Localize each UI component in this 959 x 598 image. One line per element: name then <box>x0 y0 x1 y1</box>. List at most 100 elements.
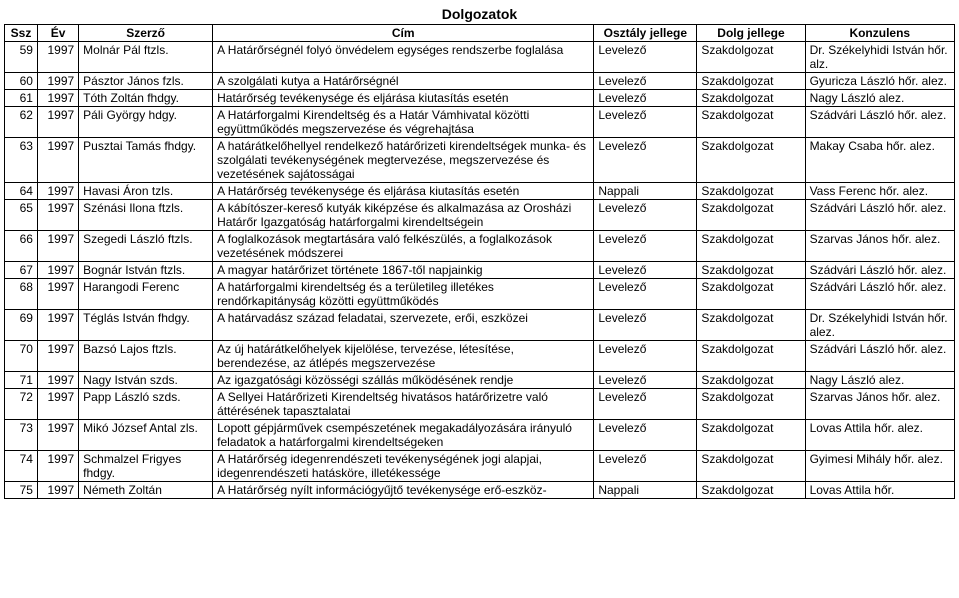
cell-cim: A Határőrség idegenrendészeti tevékenysé… <box>213 451 594 482</box>
dolgozatok-table: Ssz Év Szerző Cím Osztály jellege Dolg j… <box>4 24 955 499</box>
table-row: 731997Mikó József Antal zls.Lopott gépjá… <box>5 420 955 451</box>
page-title: Dolgozatok <box>4 4 955 24</box>
cell-ev: 1997 <box>37 341 78 372</box>
cell-konzulens: Dr. Székelyhidi István hőr. alz. <box>805 42 954 73</box>
cell-dolg-jellege: Szakdolgozat <box>697 231 805 262</box>
cell-konzulens: Szádvári László hőr. alez. <box>805 107 954 138</box>
cell-ssz: 64 <box>5 183 38 200</box>
cell-szerzo: Harangodi Ferenc <box>79 279 213 310</box>
cell-dolg-jellege: Szakdolgozat <box>697 183 805 200</box>
cell-cim: A Sellyei Határőrizeti Kirendeltség hiva… <box>213 389 594 420</box>
cell-ev: 1997 <box>37 451 78 482</box>
cell-ssz: 73 <box>5 420 38 451</box>
table-row: 691997Téglás István fhdgy.A határvadász … <box>5 310 955 341</box>
cell-ev: 1997 <box>37 107 78 138</box>
cell-ssz: 71 <box>5 372 38 389</box>
cell-konzulens: Gyimesi Mihály hőr. alez. <box>805 451 954 482</box>
cell-cim: A Határőrség tevékenysége és eljárása ki… <box>213 183 594 200</box>
cell-szerzo: Molnár Pál ftzls. <box>79 42 213 73</box>
cell-ev: 1997 <box>37 183 78 200</box>
table-row: 661997Szegedi László ftzls.A foglalkozás… <box>5 231 955 262</box>
cell-osztaly-jellege: Levelező <box>594 420 697 451</box>
cell-ev: 1997 <box>37 231 78 262</box>
cell-konzulens: Nagy László alez. <box>805 90 954 107</box>
cell-osztaly-jellege: Levelező <box>594 200 697 231</box>
cell-osztaly-jellege: Nappali <box>594 482 697 499</box>
table-row: 711997Nagy István szds.Az igazgatósági k… <box>5 372 955 389</box>
cell-ssz: 69 <box>5 310 38 341</box>
table-row: 671997Bognár István ftzls.A magyar határ… <box>5 262 955 279</box>
cell-konzulens: Vass Ferenc hőr. alez. <box>805 183 954 200</box>
cell-ev: 1997 <box>37 372 78 389</box>
cell-cim: A magyar határőrizet története 1867-től … <box>213 262 594 279</box>
cell-ssz: 74 <box>5 451 38 482</box>
cell-cim: Az igazgatósági közösségi szállás működé… <box>213 372 594 389</box>
col-konzulens: Konzulens <box>805 25 954 42</box>
cell-konzulens: Makay Csaba hőr. alez. <box>805 138 954 183</box>
cell-konzulens: Szarvas János hőr. alez. <box>805 389 954 420</box>
col-osztaly-jellege: Osztály jellege <box>594 25 697 42</box>
table-row: 751997Németh ZoltánA Határőrség nyílt in… <box>5 482 955 499</box>
cell-szerzo: Havasi Áron tzls. <box>79 183 213 200</box>
cell-dolg-jellege: Szakdolgozat <box>697 341 805 372</box>
cell-szerzo: Bazsó Lajos ftzls. <box>79 341 213 372</box>
col-ev: Év <box>37 25 78 42</box>
col-ssz: Ssz <box>5 25 38 42</box>
cell-ev: 1997 <box>37 279 78 310</box>
cell-ev: 1997 <box>37 389 78 420</box>
cell-cim: Az új határátkelőhelyek kijelölése, terv… <box>213 341 594 372</box>
cell-dolg-jellege: Szakdolgozat <box>697 482 805 499</box>
cell-ssz: 65 <box>5 200 38 231</box>
cell-dolg-jellege: Szakdolgozat <box>697 73 805 90</box>
cell-dolg-jellege: Szakdolgozat <box>697 90 805 107</box>
cell-szerzo: Pásztor János fzls. <box>79 73 213 90</box>
cell-konzulens: Nagy László alez. <box>805 372 954 389</box>
cell-dolg-jellege: Szakdolgozat <box>697 107 805 138</box>
table-row: 721997Papp László szds.A Sellyei Határőr… <box>5 389 955 420</box>
cell-osztaly-jellege: Levelező <box>594 73 697 90</box>
cell-szerzo: Szegedi László ftzls. <box>79 231 213 262</box>
cell-ssz: 67 <box>5 262 38 279</box>
cell-szerzo: Bognár István ftzls. <box>79 262 213 279</box>
cell-osztaly-jellege: Nappali <box>594 183 697 200</box>
cell-ssz: 60 <box>5 73 38 90</box>
cell-dolg-jellege: Szakdolgozat <box>697 310 805 341</box>
cell-ev: 1997 <box>37 90 78 107</box>
table-row: 641997Havasi Áron tzls.A Határőrség tevé… <box>5 183 955 200</box>
cell-osztaly-jellege: Levelező <box>594 310 697 341</box>
cell-dolg-jellege: Szakdolgozat <box>697 389 805 420</box>
table-row: 741997Schmalzel Frigyes fhdgy.A Határőrs… <box>5 451 955 482</box>
cell-dolg-jellege: Szakdolgozat <box>697 262 805 279</box>
cell-osztaly-jellege: Levelező <box>594 262 697 279</box>
cell-dolg-jellege: Szakdolgozat <box>697 372 805 389</box>
col-dolg-jellege: Dolg jellege <box>697 25 805 42</box>
cell-szerzo: Németh Zoltán <box>79 482 213 499</box>
cell-szerzo: Szénási Ilona ftzls. <box>79 200 213 231</box>
cell-cim: Határőrség tevékenysége és eljárása kiut… <box>213 90 594 107</box>
cell-cim: A határátkelőhellyel rendelkező határőri… <box>213 138 594 183</box>
cell-osztaly-jellege: Levelező <box>594 389 697 420</box>
table-row: 631997Pusztai Tamás fhdgy.A határátkelőh… <box>5 138 955 183</box>
cell-ssz: 75 <box>5 482 38 499</box>
cell-cim: A Határőrség nyílt információgyűjtő tevé… <box>213 482 594 499</box>
cell-cim: A foglalkozások megtartására való felkés… <box>213 231 594 262</box>
cell-konzulens: Szádvári László hőr. alez. <box>805 262 954 279</box>
cell-ev: 1997 <box>37 138 78 183</box>
col-szerzo: Szerző <box>79 25 213 42</box>
cell-cim: A kábítószer-kereső kutyák kiképzése és … <box>213 200 594 231</box>
cell-ssz: 72 <box>5 389 38 420</box>
cell-konzulens: Szádvári László hőr. alez. <box>805 341 954 372</box>
cell-ev: 1997 <box>37 42 78 73</box>
cell-ev: 1997 <box>37 200 78 231</box>
cell-osztaly-jellege: Levelező <box>594 90 697 107</box>
cell-szerzo: Papp László szds. <box>79 389 213 420</box>
table-row: 591997Molnár Pál ftzls.A Határőrségnél f… <box>5 42 955 73</box>
cell-dolg-jellege: Szakdolgozat <box>697 42 805 73</box>
cell-konzulens: Gyuricza László hőr. alez. <box>805 73 954 90</box>
cell-konzulens: Szarvas János hőr. alez. <box>805 231 954 262</box>
cell-cim: Lopott gépjárművek csempészetének megaka… <box>213 420 594 451</box>
cell-cim: A szolgálati kutya a Határőrségnél <box>213 73 594 90</box>
cell-konzulens: Szádvári László hőr. alez. <box>805 279 954 310</box>
cell-szerzo: Páli György hdgy. <box>79 107 213 138</box>
cell-ev: 1997 <box>37 73 78 90</box>
